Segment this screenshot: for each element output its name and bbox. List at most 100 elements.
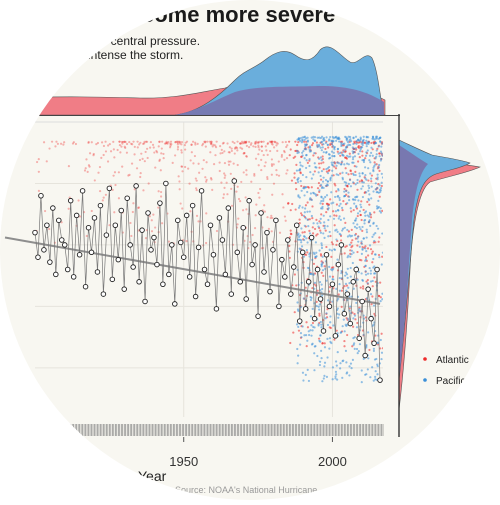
top-density-overlap: [175, 86, 384, 115]
atlantic-obs-point: [78, 215, 82, 218]
pacific-obs-point: [374, 182, 377, 185]
pacific-obs-point: [321, 294, 324, 297]
atlantic-obs-point: [63, 141, 66, 144]
pacific-obs-point: [376, 363, 379, 366]
atlantic-obs-point: [180, 165, 183, 168]
annual-point: [198, 188, 205, 194]
atlantic-obs-point: [270, 163, 273, 166]
pacific-obs-point: [360, 242, 364, 245]
pacific-obs-point: [372, 222, 375, 225]
atlantic-obs-point: [210, 143, 213, 146]
pacific-obs-point: [310, 177, 313, 180]
atlantic-obs-point: [368, 348, 371, 352]
pacific-obs-point: [330, 163, 334, 166]
pacific-obs-point: [344, 135, 347, 138]
atlantic-obs-point: [320, 162, 323, 165]
atlantic-obs-point: [376, 147, 379, 150]
atlantic-obs-point: [378, 195, 381, 198]
atlantic-obs-point: [366, 200, 369, 203]
atlantic-obs-point: [220, 148, 223, 151]
pacific-obs-point: [340, 144, 343, 148]
atlantic-obs-point: [321, 155, 324, 158]
atlantic-obs-point: [165, 141, 168, 145]
atlantic-obs-point: [325, 245, 328, 249]
annual-point: [302, 306, 309, 312]
pacific-obs-point: [367, 357, 370, 360]
pacific-obs-point: [355, 217, 358, 220]
atlantic-obs-point: [299, 171, 302, 174]
annual-point: [228, 291, 235, 297]
atlantic-obs-point: [288, 140, 291, 143]
pacific-obs-point: [358, 210, 362, 213]
atlantic-obs-point: [221, 142, 225, 145]
pacific-obs-point: [367, 142, 370, 146]
x-tick-label-1: 2000: [318, 454, 347, 469]
atlantic-obs-point: [377, 240, 380, 243]
pacific-obs-point: [349, 255, 352, 258]
atlantic-obs-point: [178, 188, 181, 191]
pacific-obs-point: [379, 140, 382, 143]
pacific-obs-point: [358, 172, 361, 175]
pacific-obs-point: [355, 142, 358, 145]
atlantic-obs-point: [174, 154, 177, 157]
atlantic-obs-point: [311, 142, 315, 145]
atlantic-obs-point: [223, 172, 226, 175]
atlantic-obs-point: [117, 171, 120, 174]
pacific-obs-point: [357, 240, 360, 243]
atlantic-obs-point: [245, 169, 248, 172]
pacific-obs-point: [359, 136, 362, 139]
annual-point: [175, 217, 181, 224]
pacific-obs-point: [326, 204, 330, 207]
atlantic-obs-point: [270, 140, 273, 143]
atlantic-obs-point: [237, 197, 241, 201]
atlantic-obs-point: [113, 171, 117, 174]
legend-key-pacific: [423, 378, 427, 382]
atlantic-obs-point: [196, 142, 199, 146]
pacific-obs-point: [357, 235, 360, 238]
pacific-obs-point: [377, 199, 380, 202]
pacific-obs-point: [338, 283, 341, 286]
pacific-obs-point: [333, 248, 337, 251]
atlantic-obs-point: [320, 271, 323, 274]
atlantic-obs-point: [170, 143, 173, 146]
annual-point: [112, 222, 119, 228]
atlantic-obs-point: [306, 326, 310, 329]
annual-point: [213, 306, 220, 312]
atlantic-obs-point: [86, 170, 89, 173]
atlantic-obs-point: [95, 143, 98, 146]
annual-point: [130, 264, 136, 270]
atlantic-obs-point: [330, 241, 333, 244]
pacific-obs-point: [359, 203, 362, 206]
pacific-obs-point: [296, 178, 299, 181]
pacific-obs-point: [341, 227, 345, 230]
annual-point: [183, 212, 190, 219]
atlantic-obs-point: [362, 208, 365, 212]
atlantic-obs-point: [341, 209, 344, 212]
annual-point: [97, 202, 104, 209]
atlantic-obs-point: [143, 142, 146, 145]
atlantic-obs-point: [254, 141, 257, 144]
pacific-obs-point: [356, 181, 359, 185]
pacific-obs-point: [347, 191, 350, 194]
atlantic-obs-point: [239, 142, 242, 145]
pacific-obs-point: [295, 323, 299, 326]
pacific-obs-point: [352, 222, 355, 225]
annual-point: [53, 271, 59, 278]
atlantic-obs-point: [272, 163, 275, 166]
atlantic-obs-point: [333, 338, 336, 341]
pacific-obs-point: [305, 159, 308, 162]
atlantic-obs-point: [102, 144, 106, 148]
pacific-obs-point: [341, 171, 344, 174]
pacific-obs-point: [299, 343, 302, 346]
annual-point: [264, 229, 270, 236]
atlantic-obs-point: [294, 208, 297, 211]
pacific-obs-point: [340, 206, 344, 209]
annual-point: [136, 279, 142, 285]
pacific-obs-point: [374, 232, 377, 235]
atlantic-obs-point: [236, 163, 239, 167]
atlantic-obs-point: [194, 143, 197, 146]
pacific-obs-point: [320, 242, 323, 245]
atlantic-obs-point: [361, 154, 364, 157]
pacific-obs-point: [336, 378, 339, 381]
atlantic-obs-point: [236, 185, 239, 188]
